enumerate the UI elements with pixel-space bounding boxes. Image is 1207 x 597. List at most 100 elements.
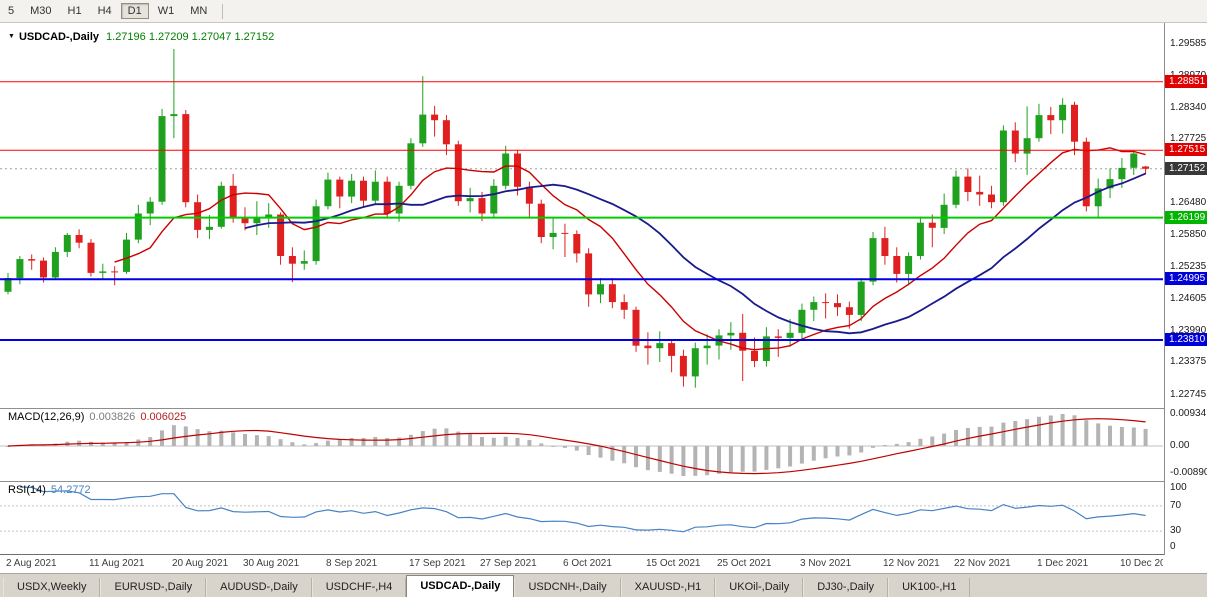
macd-histogram-bar: [717, 446, 721, 474]
macd-histogram-bar: [740, 446, 745, 472]
tab-usdchf-h4[interactable]: USDCHF-,H4: [311, 578, 407, 597]
rsi-panel-separator[interactable]: [0, 481, 1207, 482]
macd-histogram-bar: [598, 446, 603, 458]
tab-usdcad-daily[interactable]: USDCAD-,Daily: [406, 575, 515, 597]
candle-body: [916, 222, 924, 256]
level-price-label: 1.24995: [1165, 272, 1207, 285]
candle-body: [632, 309, 640, 346]
macd-histogram-bar: [847, 446, 852, 456]
date-label: 2 Aug 2021: [6, 558, 57, 569]
macd-histogram-bar: [1025, 419, 1030, 446]
macd-histogram-bar: [835, 446, 840, 457]
tab-audusd-daily[interactable]: AUDUSD-,Daily: [206, 578, 312, 597]
candle-body: [40, 260, 47, 278]
candle-body: [478, 198, 486, 214]
macd-histogram-bar: [1048, 415, 1053, 446]
candle-body: [312, 206, 320, 262]
macd-histogram-bar: [397, 437, 402, 446]
macd-histogram-bar: [823, 446, 828, 459]
timeframe-button-h4[interactable]: H4: [97, 5, 112, 17]
tab-usdx-weekly[interactable]: USDX,Weekly: [3, 578, 101, 597]
rsi-label: RSI(14): [8, 484, 46, 496]
chart-tabs-bar: USDX,Weekly EURUSD-,Daily AUDUSD-,Daily USD…: [0, 573, 1207, 597]
macd-axis-label: 0.00934: [1170, 408, 1207, 419]
macd-panel-separator[interactable]: [0, 408, 1207, 409]
candle-body: [490, 185, 498, 214]
candle-body: [63, 235, 71, 252]
ohlc-values: 1.27196 1.27209 1.27047 1.27152: [106, 31, 275, 43]
macd-axis-label: -0.00890: [1170, 467, 1207, 478]
candle-body: [679, 355, 687, 377]
candle-body: [1071, 104, 1078, 142]
macd-histogram-bar: [1037, 416, 1041, 446]
macd-histogram-bar: [693, 446, 698, 476]
candle-body: [656, 343, 664, 349]
candle-body: [893, 256, 901, 274]
candle-body: [928, 222, 936, 228]
candle-body: [549, 232, 557, 237]
candle-body: [988, 194, 995, 203]
timeframe-button-w1[interactable]: W1: [157, 5, 175, 17]
macd-main-value: 0.003826: [89, 411, 136, 423]
date-label: 20 Aug 2021: [172, 558, 229, 569]
collapse-arrow-icon[interactable]: ▼: [8, 33, 15, 40]
date-label: 25 Oct 2021: [717, 558, 772, 569]
ma-slow-blue-line: [244, 172, 1146, 335]
macd-histogram-bar: [1001, 422, 1006, 446]
candle-body: [51, 251, 59, 278]
macd-histogram-bar: [586, 446, 591, 455]
candle-body: [407, 143, 415, 186]
candle-body: [324, 179, 332, 207]
candle-body: [99, 271, 107, 273]
macd-histogram-bar: [752, 446, 757, 472]
candle-body: [1035, 115, 1043, 139]
price-tick: 1.23990: [1170, 325, 1207, 336]
timeframe-button-m30[interactable]: M30: [30, 5, 52, 17]
tab-xauusd-h1[interactable]: XAUUSD-,H1: [620, 578, 716, 597]
candle-body: [75, 235, 83, 243]
candle-body: [217, 185, 225, 227]
rsi-axis-label: 100: [1170, 482, 1187, 493]
macd-histogram-bar: [1096, 423, 1101, 446]
candle-body: [371, 181, 379, 201]
date-label: 8 Sep 2021: [326, 558, 378, 569]
tab-uk100-h1[interactable]: UK100-,H1: [888, 578, 971, 597]
macd-histogram-bar: [420, 431, 425, 446]
macd-histogram-bar: [219, 430, 224, 446]
macd-histogram-bar: [468, 434, 473, 446]
candle-body: [525, 186, 533, 204]
timeframe-button-5[interactable]: 5: [8, 5, 15, 17]
macd-histogram-bar: [491, 437, 496, 446]
timeframe-button-d1[interactable]: D1: [120, 3, 149, 19]
macd-histogram-bar: [894, 443, 899, 446]
candle-body: [573, 234, 581, 254]
candle-body: [585, 253, 593, 295]
price-tick: 1.27725: [1170, 133, 1207, 144]
macd-histogram-bar: [1060, 414, 1065, 446]
timeframe-button-mn[interactable]: MN: [190, 5, 208, 17]
level-price-label: 1.27515: [1165, 143, 1207, 156]
candle-body: [774, 336, 782, 338]
tab-eurusd-daily[interactable]: EURUSD-,Daily: [100, 578, 207, 597]
candle-body: [834, 303, 841, 308]
candle-body: [703, 345, 711, 349]
macd-header: MACD(12,26,9) 0.003826 0.006025: [8, 411, 191, 423]
macd-histogram-bar: [965, 428, 970, 446]
timeframe-button-h1[interactable]: H1: [67, 5, 82, 17]
price-axis[interactable]: 1.295851.289701.283401.277251.264801.258…: [1165, 22, 1207, 555]
price-tick: 1.26480: [1170, 197, 1207, 208]
price-tick: 1.23375: [1170, 356, 1207, 367]
tab-usdcnh-daily[interactable]: USDCNH-,Daily: [514, 578, 621, 597]
macd-histogram-bar: [1108, 425, 1112, 446]
candle-body: [999, 130, 1007, 203]
tab-dj30-daily[interactable]: DJ30-,Daily: [803, 578, 889, 597]
date-label: 1 Dec 2021: [1037, 558, 1089, 569]
tab-ukoil-daily[interactable]: UKOil-,Daily: [715, 578, 804, 597]
date-label: 11 Aug 2021: [89, 558, 145, 569]
macd-histogram-bar: [254, 435, 259, 446]
candle-body: [348, 180, 356, 197]
time-axis[interactable]: 2 Aug 2021 11 Aug 2021 20 Aug 2021 30 Aug 2…: [0, 555, 1163, 572]
candle-body: [123, 239, 130, 272]
price-tick: 1.28340: [1170, 102, 1207, 113]
